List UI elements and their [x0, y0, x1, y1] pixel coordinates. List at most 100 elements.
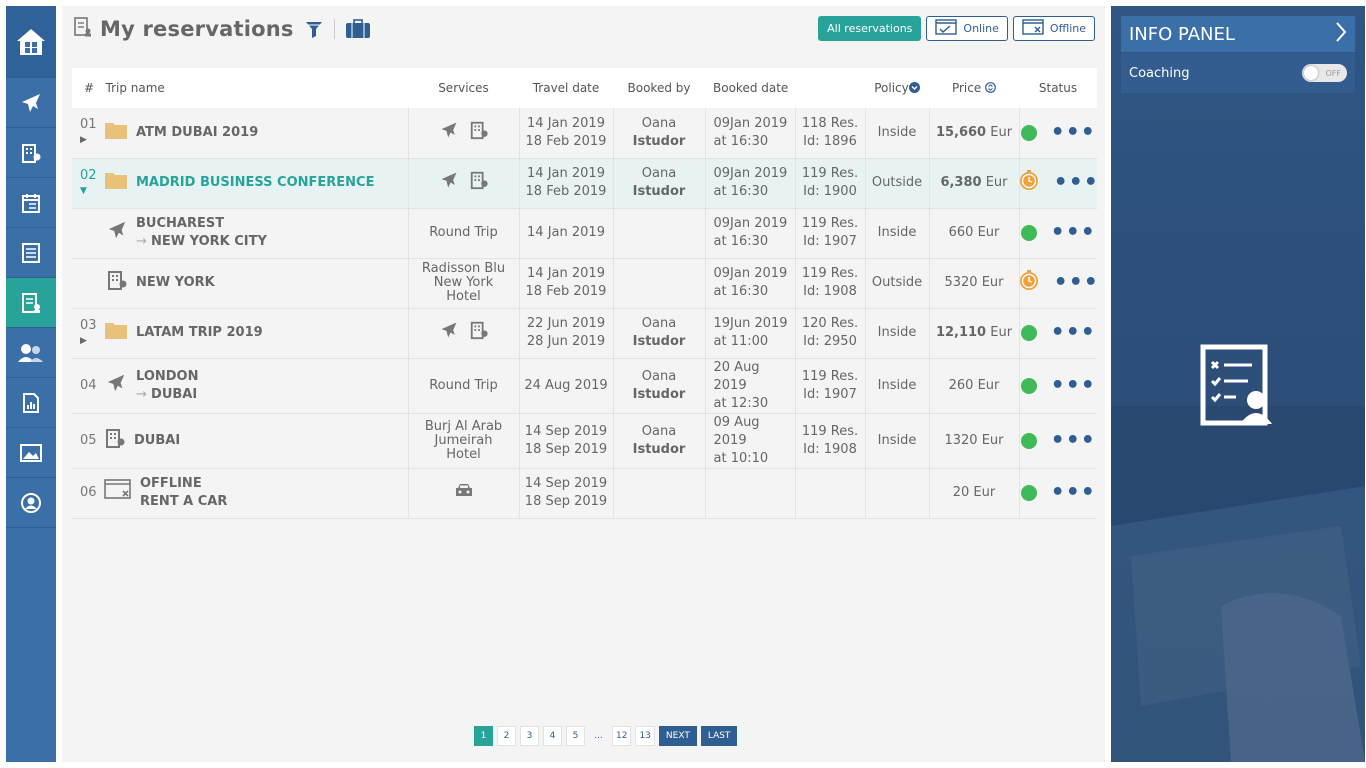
page-button[interactable]: 1 [474, 726, 493, 746]
main-content: My reservations All reservations Online … [62, 6, 1105, 762]
toggle-state-label: OFF [1325, 68, 1342, 78]
trip-name[interactable]: ATM DUBAI 2019 [136, 124, 259, 140]
trip-name[interactable]: LATAM TRIP 2019 [136, 325, 263, 340]
sidebar-item-hotels[interactable] [6, 128, 56, 178]
page-button[interactable]: 4 [543, 726, 562, 746]
reservation-id-cell: 118 Res. Id: 1896 [794, 108, 865, 159]
next-page-button[interactable]: NEXT [658, 726, 697, 746]
table-row[interactable]: 05 DUBAI Burj Al Arab Jumeirah Hotel 14 Se… [72, 413, 1097, 469]
travel-date-cell: 22 Jun 2019 28 Jun 2019 [518, 308, 613, 359]
route-name[interactable]: NEW YORK [136, 275, 215, 290]
booked-date-cell: 20 Aug 2019 at 12:30 [704, 358, 795, 414]
more-options-icon[interactable]: ••• [1050, 320, 1096, 345]
travel-date-cell: 14 Jan 2019 [518, 208, 613, 259]
booked-by-cell: Oana Istudor [612, 158, 705, 209]
filter-offline-button[interactable]: Offline [1012, 16, 1095, 41]
sidebar-item-documents[interactable] [6, 228, 56, 278]
trip-name[interactable]: DUBAI [134, 432, 181, 448]
hotel-icon [106, 269, 128, 297]
filter-all-button[interactable]: All reservations [818, 16, 922, 41]
status-cell: ••• [1018, 208, 1097, 259]
reservation-id-cell: 119 Res. Id: 1900 [794, 158, 865, 209]
page-button[interactable]: 3 [520, 726, 539, 746]
policy-cell [864, 468, 929, 519]
sidebar-item-home[interactable] [6, 6, 56, 78]
price-cell: 12,110 Eur [928, 308, 1019, 359]
sidebar-item-flights[interactable] [6, 78, 56, 128]
page-button[interactable]: 2 [497, 726, 516, 746]
table-row[interactable]: 03 ▶ LATAM TRIP 2019 22 Jun 2019 28 Jun 20… [72, 308, 1097, 359]
status-ok-icon [1020, 124, 1037, 141]
booked-date-cell: 09Jan 2019 at 16:30 [704, 208, 795, 259]
booked-by-cell: Oana Istudor [612, 413, 705, 469]
policy-cell: Outside [864, 158, 929, 209]
sidebar-item-calendar[interactable] [6, 178, 56, 228]
filter-icon[interactable] [304, 19, 324, 39]
sidebar-item-profile[interactable] [6, 478, 56, 528]
more-options-icon[interactable]: ••• [1050, 480, 1096, 505]
suitcase-icon[interactable] [345, 19, 371, 39]
car-icon [454, 484, 474, 504]
table-subrow[interactable]: NEW YORK Radisson Blu New York Hotel 14 Ja… [72, 258, 1099, 309]
sort-toggle-icon[interactable] [985, 81, 996, 95]
offline-window-icon [1022, 19, 1044, 38]
status-ok-icon [1020, 432, 1037, 449]
more-options-icon[interactable]: ••• [1053, 270, 1099, 295]
last-page-button[interactable]: LAST [700, 726, 738, 746]
table-row[interactable]: 06 OFFLINE RENT A CAR 14 Sep 2019 18 Sep 2… [72, 468, 1097, 519]
price-cell: 260 Eur [928, 358, 1019, 414]
trip-name[interactable]: MADRID BUSINESS CONFERENCE [136, 175, 375, 190]
more-options-icon[interactable]: ••• [1050, 220, 1096, 245]
column-header-trip[interactable]: # Trip name [72, 68, 408, 108]
column-header-policy[interactable]: Policy [865, 68, 929, 108]
collapse-caret-icon[interactable]: ▼ [80, 185, 87, 196]
sidebar-item-users[interactable] [6, 328, 56, 378]
more-options-icon[interactable]: ••• [1053, 170, 1099, 195]
info-panel: INFO PANEL Coaching OFF [1111, 6, 1365, 762]
page-button[interactable]: 5 [566, 726, 585, 746]
chevron-right-icon[interactable] [1335, 21, 1347, 48]
status-cell: ••• [1018, 308, 1097, 359]
expand-caret-icon[interactable]: ▶ [80, 335, 87, 346]
table-row[interactable]: 01 ▶ ATM DUBAI 2019 14 Jan 2019 18 Feb 201… [72, 108, 1097, 159]
booked-date-cell [704, 468, 795, 519]
route-name[interactable]: BUCHAREST → NEW YORK CITY [136, 216, 267, 249]
booked-by-cell: Oana Istudor [612, 358, 705, 414]
sidebar-item-reports[interactable] [6, 378, 56, 428]
column-header-price[interactable]: Price [929, 68, 1019, 108]
expand-caret-icon[interactable]: ▶ [80, 135, 87, 146]
price-cell: 660 Eur [928, 208, 1019, 259]
sidebar-item-reservations[interactable] [6, 278, 56, 328]
info-panel-header[interactable]: INFO PANEL [1121, 16, 1355, 52]
more-options-icon[interactable]: ••• [1050, 119, 1096, 145]
price-cell: 1320 Eur [928, 413, 1019, 469]
page-button[interactable]: 12 [612, 726, 632, 746]
sort-down-icon[interactable] [908, 81, 920, 95]
page-title: My reservations [100, 17, 294, 41]
sidebar-item-gallery[interactable] [6, 428, 56, 478]
main-sidebar [6, 6, 56, 762]
filter-online-label: Online [963, 22, 999, 35]
booked-date-cell: 09 Aug 2019 at 10:10 [704, 413, 795, 469]
trip-name[interactable]: OFFLINE RENT A CAR [140, 476, 228, 509]
timer-icon [1018, 169, 1040, 197]
column-header-booked-date: Booked date [705, 68, 795, 108]
coaching-label: Coaching [1129, 65, 1190, 81]
trip-name[interactable]: LONDON → DUBAI [136, 368, 199, 402]
more-options-icon[interactable]: ••• [1050, 427, 1096, 453]
travel-date-cell: 24 Aug 2019 [518, 358, 613, 414]
more-options-icon[interactable]: ••• [1050, 372, 1096, 398]
coaching-toggle[interactable]: OFF [1302, 64, 1347, 82]
table-row[interactable]: 04 LONDON → DUBAI Round Trip 24 Aug 2019 … [72, 358, 1097, 414]
travel-date-cell: 14 Jan 2019 18 Feb 2019 [518, 158, 613, 209]
services-cell: Burj Al Arab Jumeirah Hotel [407, 413, 519, 469]
table-subrow[interactable]: BUCHAREST → NEW YORK CITY Round Trip 14 J… [72, 208, 1097, 259]
filter-online-button[interactable]: Online [926, 16, 1008, 41]
booked-by-cell: Oana Istudor [612, 108, 705, 159]
document-list-icon [20, 242, 42, 264]
status-ok-icon [1020, 485, 1037, 501]
page-button[interactable]: 13 [635, 726, 655, 746]
travel-date-cell: 14 Sep 2019 18 Sep 2019 [518, 468, 613, 519]
services-cell: Radisson Blu New York Hotel [407, 258, 519, 309]
table-row-expanded[interactable]: 02 ▼ MADRID BUSINESS CONFERENCE 14 Jan 20… [72, 158, 1099, 209]
